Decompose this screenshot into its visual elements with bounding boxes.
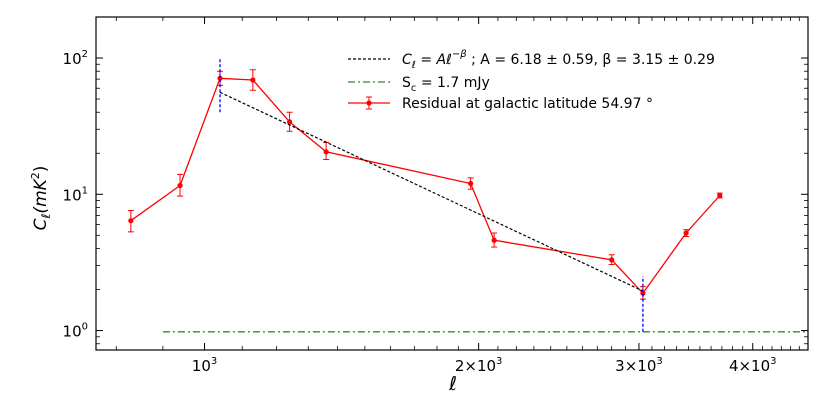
plot-frame <box>95 16 809 351</box>
data-point <box>491 237 497 243</box>
data-point <box>717 192 723 199</box>
x-tick-label: 4×103 <box>729 356 777 375</box>
legend-fit-label: Cℓ = Aℓ−β ; A = 6.18 ± 0.59, β = 3.15 ± … <box>402 49 715 71</box>
data-point <box>250 77 256 83</box>
y-axis-label: Cℓ(mK2) <box>29 166 53 231</box>
legend: Cℓ = Aℓ−β ; A = 6.18 ± 0.59, β = 3.15 ± … <box>348 49 715 112</box>
legend-residual-marker <box>366 100 372 106</box>
legend-residual-label: Residual at galactic latitude 54.97 ° <box>402 96 653 112</box>
data-point <box>323 149 329 155</box>
data-point <box>468 180 474 187</box>
data-point <box>609 257 615 263</box>
y-tick-label: 102 <box>63 49 88 68</box>
data-point <box>286 119 293 125</box>
data-point <box>217 75 223 81</box>
x-tick-label: 103 <box>192 356 217 375</box>
plot-area <box>127 58 808 333</box>
series-line-0 <box>130 77 721 295</box>
data-point <box>128 218 134 224</box>
axis-ticks: 100 101 102 103 2×103 3×103 4×103 <box>63 17 808 375</box>
data-point <box>640 290 646 296</box>
x-tick-label: 3×103 <box>615 356 663 375</box>
y-tick-label: 101 <box>63 185 88 204</box>
x-axis-label: ℓ <box>448 373 457 395</box>
series-line-1 <box>219 91 644 292</box>
y-tick-label: 100 <box>63 322 88 341</box>
x-tick-label: 2×103 <box>455 356 503 375</box>
data-point <box>177 182 183 189</box>
legend-sc-label: Sc = 1.7 mJy <box>402 75 490 94</box>
data-point <box>683 230 689 236</box>
